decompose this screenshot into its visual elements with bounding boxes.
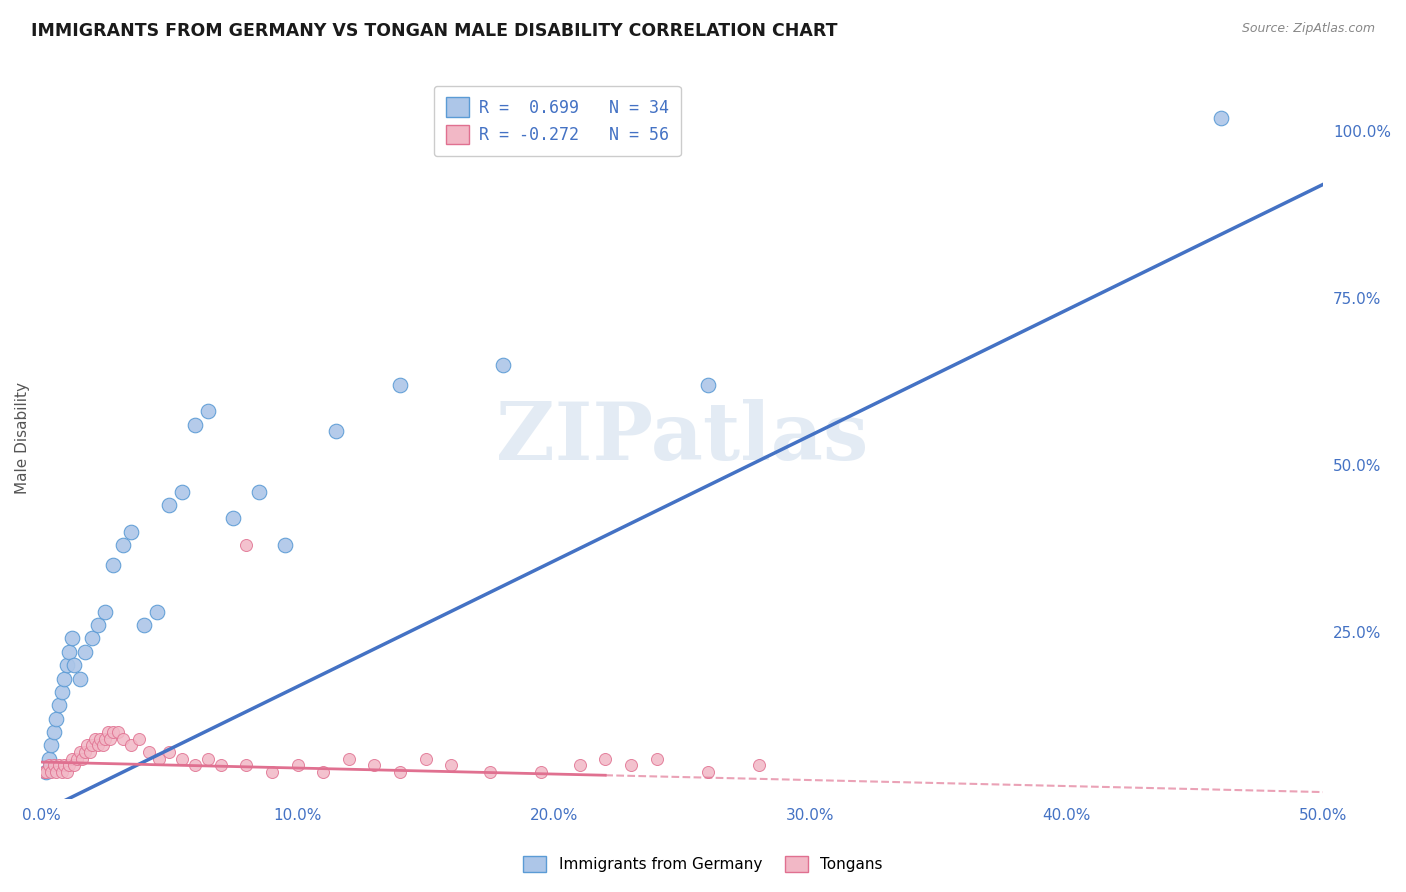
Point [247,484,270,499]
Text: IMMIGRANTS FROM GERMANY VS TONGAN MALE DISABILITY CORRELATION CHART: IMMIGRANTS FROM GERMANY VS TONGAN MALE D… [31,22,838,40]
Point [492,358,515,372]
Point [41,765,63,780]
Point [172,752,194,766]
Point [157,745,180,759]
Point [172,484,194,499]
Point [363,758,385,772]
Point [389,765,412,780]
Point [274,538,297,552]
Point [94,605,117,619]
Point [120,524,142,539]
Point [76,739,98,753]
Point [60,752,83,766]
Point [82,632,104,646]
Point [69,745,91,759]
Point [696,377,718,392]
Point [97,725,120,739]
Point [45,712,67,726]
Legend: Immigrants from Germany, Tongans: Immigrants from Germany, Tongans [516,848,890,880]
Point [69,672,91,686]
Point [260,765,283,780]
Point [48,698,70,713]
Point [48,758,70,772]
Point [148,752,170,766]
Point [696,765,718,780]
Point [51,685,73,699]
Point [91,739,114,753]
Point [389,377,412,392]
Point [42,725,65,739]
Point [53,672,76,686]
Point [42,758,65,772]
Point [60,632,83,646]
Point [235,538,257,552]
Point [120,739,142,753]
Point [184,417,207,432]
Point [73,745,96,759]
Point [86,618,108,632]
Point [325,425,347,439]
Point [101,558,124,572]
Point [568,758,591,772]
Point [337,752,360,766]
Point [35,765,58,780]
Point [530,765,553,780]
Point [58,758,80,772]
Point [287,758,309,772]
Point [98,731,121,746]
Point [53,758,76,772]
Text: Source: ZipAtlas.com: Source: ZipAtlas.com [1241,22,1375,36]
Point [66,752,89,766]
Point [645,752,668,766]
Point [73,645,96,659]
Point [41,739,63,753]
Point [86,739,108,753]
Point [55,658,77,673]
Point [145,605,167,619]
Point [89,731,111,746]
Point [94,731,117,746]
Point [63,758,86,772]
Point [107,725,129,739]
Point [138,745,160,759]
Point [415,752,437,766]
Point [32,765,55,780]
Point [748,758,770,772]
Point [222,511,245,525]
Point [70,752,93,766]
Point [82,739,104,753]
Point [235,758,257,772]
Point [79,745,101,759]
Point [58,645,80,659]
Legend: R =  0.699   N = 34, R = -0.272   N = 56: R = 0.699 N = 34, R = -0.272 N = 56 [434,86,681,156]
Point [51,765,73,780]
Point [128,731,150,746]
Point [35,765,58,780]
Point [1209,111,1232,125]
Point [312,765,335,780]
Point [132,618,155,632]
Point [55,765,77,780]
Point [63,658,86,673]
Point [45,765,67,780]
Point [593,752,616,766]
Point [620,758,643,772]
Point [197,404,219,418]
Point [209,758,232,772]
Point [197,752,219,766]
Point [478,765,501,780]
Point [440,758,463,772]
Point [157,498,180,512]
Text: ZIPatlas: ZIPatlas [496,399,869,477]
Point [84,731,107,746]
Y-axis label: Male Disability: Male Disability [15,382,30,494]
Point [38,752,60,766]
Point [112,538,135,552]
Point [112,731,135,746]
Point [101,725,124,739]
Point [184,758,207,772]
Point [38,758,60,772]
